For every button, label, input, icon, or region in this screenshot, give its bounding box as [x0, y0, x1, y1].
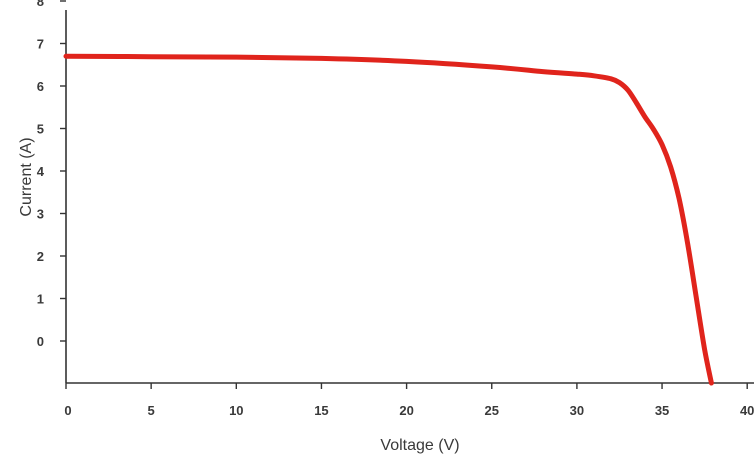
y-tick-label: 0 — [37, 334, 44, 349]
x-tick-label: 0 — [64, 403, 71, 418]
y-tick-label: 7 — [37, 37, 44, 52]
x-tick-label: 35 — [655, 403, 669, 418]
y-tick-label: 5 — [37, 122, 44, 137]
y-tick-label: 2 — [37, 249, 44, 264]
x-axis-ticks: 0 5 10 15 20 25 30 35 40 — [64, 383, 754, 418]
x-tick-label: 5 — [148, 403, 155, 418]
y-tick-label: 6 — [37, 79, 44, 94]
x-tick-label: 30 — [570, 403, 584, 418]
x-axis-title: Voltage (V) — [380, 437, 459, 454]
y-axis-ticks: 0 1 2 3 4 5 6 7 8 — [37, 0, 66, 349]
iv-curve-series — [63, 53, 714, 386]
x-tick-label: 40 — [740, 403, 754, 418]
y-tick-label: 8 — [37, 0, 44, 9]
x-tick-label: 20 — [399, 403, 413, 418]
x-tick-label: 25 — [485, 403, 499, 418]
x-tick-label: 15 — [314, 403, 328, 418]
y-tick-label: 4 — [37, 164, 45, 179]
y-tick-label: 3 — [37, 207, 44, 222]
y-tick-label: 1 — [37, 292, 44, 307]
y-axis-title: Current (A) — [18, 137, 35, 216]
x-tick-label: 10 — [229, 403, 243, 418]
